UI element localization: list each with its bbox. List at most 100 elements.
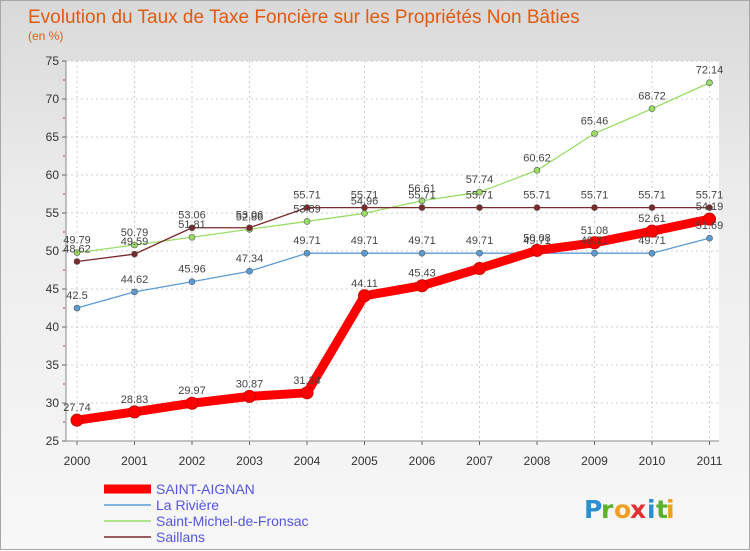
data-label: 52.61 xyxy=(638,213,666,225)
x-tick-label: 2007 xyxy=(466,454,493,468)
logo-letter: r xyxy=(601,495,614,524)
data-label: 54.96 xyxy=(351,195,379,207)
data-point-saillans xyxy=(476,204,483,211)
y-tick-label: 70 xyxy=(46,92,60,106)
y-tick-label: 35 xyxy=(46,358,60,372)
data-label: 51.69 xyxy=(696,220,724,232)
data-label: 56.61 xyxy=(408,183,436,195)
data-point-saint-aignan xyxy=(645,224,659,238)
data-point-saint-michel-de-fronsac xyxy=(533,166,541,174)
y-tick-label: 75 xyxy=(46,54,60,68)
data-point-saillans xyxy=(418,204,426,211)
data-label: 53.89 xyxy=(293,203,321,215)
data-point-saint-aignan xyxy=(128,405,141,419)
x-tick-label: 2011 xyxy=(697,454,723,468)
data-point-saint-michel-de-fronsac xyxy=(706,79,713,87)
series-layer xyxy=(70,79,716,427)
data-label: 45.96 xyxy=(178,264,206,276)
data-label: 55.71 xyxy=(351,190,379,202)
data-point-saillans xyxy=(591,204,598,211)
chart-subtitle: (en %) xyxy=(28,29,63,43)
logo-letter: o xyxy=(614,495,631,524)
series-line-la-rivi-re xyxy=(76,237,711,309)
chart-title: Evolution du Taux de Taxe Foncière sur l… xyxy=(28,7,580,28)
data-label: 44.11 xyxy=(351,278,378,290)
data-point-saint-aignan xyxy=(530,243,544,257)
data-point-saillans xyxy=(131,250,138,258)
data-label: 51.81 xyxy=(178,219,206,231)
data-point-saillans xyxy=(706,204,713,211)
y-tick-label: 50 xyxy=(46,244,60,258)
data-point-saint-aignan xyxy=(415,279,429,293)
data-point-saillans xyxy=(246,224,253,232)
data-label: 55.71 xyxy=(523,190,551,202)
legend-entry: Saillans xyxy=(156,529,205,545)
data-label: 72.14 xyxy=(696,65,724,77)
data-label: 60.62 xyxy=(523,152,551,164)
label-layer: 27.74 28.83 29.97 30.87 31.34 44.11 45.43 50.08… xyxy=(63,65,723,414)
data-label: 49.71 xyxy=(293,235,321,247)
data-label: 55.71 xyxy=(408,190,436,202)
data-label: 45.43 xyxy=(408,268,436,280)
proxiti-logo: Pr ox i ti xyxy=(584,495,675,524)
axis-layer: 25 30 35 40 45 50 55 60 65 70 75 2000 2001 2002 2003 20… xyxy=(46,54,723,468)
data-label: 68.72 xyxy=(638,91,666,103)
data-label: 28.83 xyxy=(121,394,149,406)
grid-layer xyxy=(66,60,719,442)
data-label: 49.59 xyxy=(121,236,149,248)
data-label: 55.71 xyxy=(638,190,666,202)
data-point-saillans xyxy=(533,204,541,211)
data-point-saillans xyxy=(303,204,311,211)
logo-letter: x xyxy=(630,495,646,524)
data-point-saint-michel-de-fronsac xyxy=(73,249,81,256)
data-point-la-rivi-re xyxy=(648,249,656,257)
data-point-saillans xyxy=(648,204,656,211)
data-point-la-rivi-re xyxy=(246,267,253,275)
data-point-saint-michel-de-fronsac xyxy=(361,210,368,217)
series-line-saint-aignan xyxy=(72,214,714,425)
data-point-saillans xyxy=(361,204,368,211)
x-tick-label: 2002 xyxy=(179,454,206,468)
data-point-saint-aignan xyxy=(70,413,84,427)
data-point-saint-michel-de-fronsac xyxy=(188,233,196,241)
data-label: 49.79 xyxy=(63,235,91,247)
logo-letter: t xyxy=(656,495,668,524)
data-point-saint-michel-de-fronsac xyxy=(648,105,656,113)
data-point-saint-aignan xyxy=(358,289,371,303)
data-label: 55.71 xyxy=(293,190,321,202)
logo-letter: i xyxy=(647,495,656,524)
data-label: 50.08 xyxy=(523,232,551,244)
data-label: 49.71 xyxy=(408,235,436,247)
data-point-la-rivi-re xyxy=(188,278,196,286)
y-tick-label: 25 xyxy=(46,434,60,448)
x-tick-label: 2008 xyxy=(524,454,551,468)
y-tick-label: 60 xyxy=(46,168,60,182)
data-label: 30.87 xyxy=(236,378,264,390)
data-point-saint-michel-de-fronsac xyxy=(591,130,598,137)
data-label: 53.06 xyxy=(178,210,206,222)
x-tick-label: 2001 xyxy=(121,454,148,468)
data-point-la-rivi-re xyxy=(706,234,713,242)
x-tick-label: 2004 xyxy=(294,454,321,468)
data-label: 54.19 xyxy=(696,201,724,213)
data-point-saint-aignan xyxy=(588,236,601,250)
data-label: 47.34 xyxy=(236,253,264,265)
data-point-saint-michel-de-fronsac xyxy=(476,188,483,196)
logo-letter: P xyxy=(584,495,602,524)
data-label: 48.62 xyxy=(63,243,91,255)
x-tick-label: 2003 xyxy=(236,454,263,468)
data-point-la-rivi-re xyxy=(418,249,426,257)
x-tick-label: 2000 xyxy=(64,454,91,468)
series-line-saillans xyxy=(76,206,711,263)
data-point-saillans xyxy=(73,258,81,265)
data-point-la-rivi-re xyxy=(131,288,138,296)
data-label: 31.34 xyxy=(293,375,321,387)
data-label: 53.06 xyxy=(236,210,264,222)
data-label: 44.62 xyxy=(121,274,149,286)
legend-entry: Saint-Michel-de-Fronsac xyxy=(156,513,309,529)
data-label: 57.74 xyxy=(466,174,494,186)
legend-entry: La Rivière xyxy=(156,497,219,513)
data-label: 49.71 xyxy=(351,235,379,247)
